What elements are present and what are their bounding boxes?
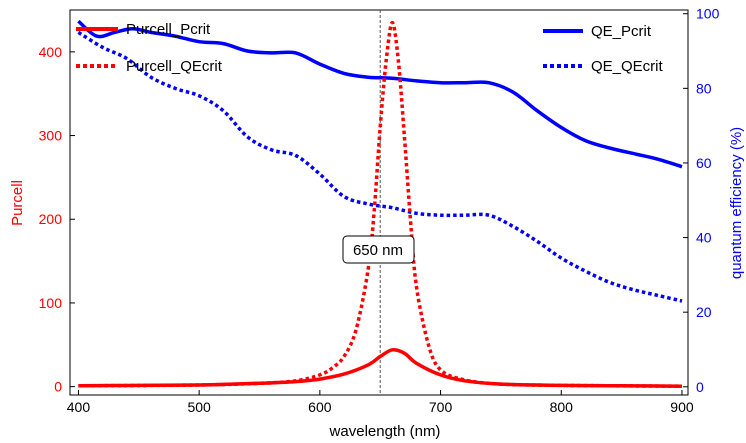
- x-tick-label: 800: [550, 399, 574, 415]
- annotation-box: 650 nm: [343, 236, 414, 263]
- legend-label-qe-pcrit: QE_Pcrit: [591, 23, 652, 40]
- y-right-tick-label: 60: [696, 155, 712, 171]
- x-tick-label: 900: [670, 399, 694, 415]
- legend-label-purcell-qecrit: Purcell_QEcrit: [126, 58, 223, 75]
- legend-label-qe-qecrit: QE_QEcrit: [591, 58, 664, 75]
- x-tick-label: 500: [187, 399, 211, 415]
- y-axis-left-title: Purcell: [9, 180, 26, 226]
- y-left-tick-label: 100: [39, 295, 63, 311]
- legend-left: Purcell_Pcrit Purcell_QEcrit: [76, 21, 223, 75]
- y-right-tick-label: 20: [696, 304, 712, 320]
- legend-label-purcell-pcrit: Purcell_Pcrit: [126, 21, 211, 38]
- y-right-tick-label: 0: [696, 379, 704, 395]
- annotation-label: 650 nm: [353, 242, 403, 259]
- y-right-tick-label: 100: [696, 6, 720, 22]
- y-axis-right-title: quantum efficiency (%): [728, 127, 745, 279]
- y-left-tick-label: 200: [39, 211, 63, 227]
- legend-right: QE_Pcrit QE_QEcrit: [543, 23, 664, 75]
- y-left-tick-label: 400: [39, 44, 63, 60]
- y-left-tick-label: 300: [39, 128, 63, 144]
- y-right-tick-label: 40: [696, 230, 712, 246]
- x-axis-title: wavelength (nm): [329, 423, 441, 440]
- y-left-tick-label: 0: [54, 379, 62, 395]
- y-right-tick-label: 80: [696, 80, 712, 96]
- x-tick-label: 600: [308, 399, 332, 415]
- x-tick-label: 400: [67, 399, 91, 415]
- x-tick-label: 700: [429, 399, 453, 415]
